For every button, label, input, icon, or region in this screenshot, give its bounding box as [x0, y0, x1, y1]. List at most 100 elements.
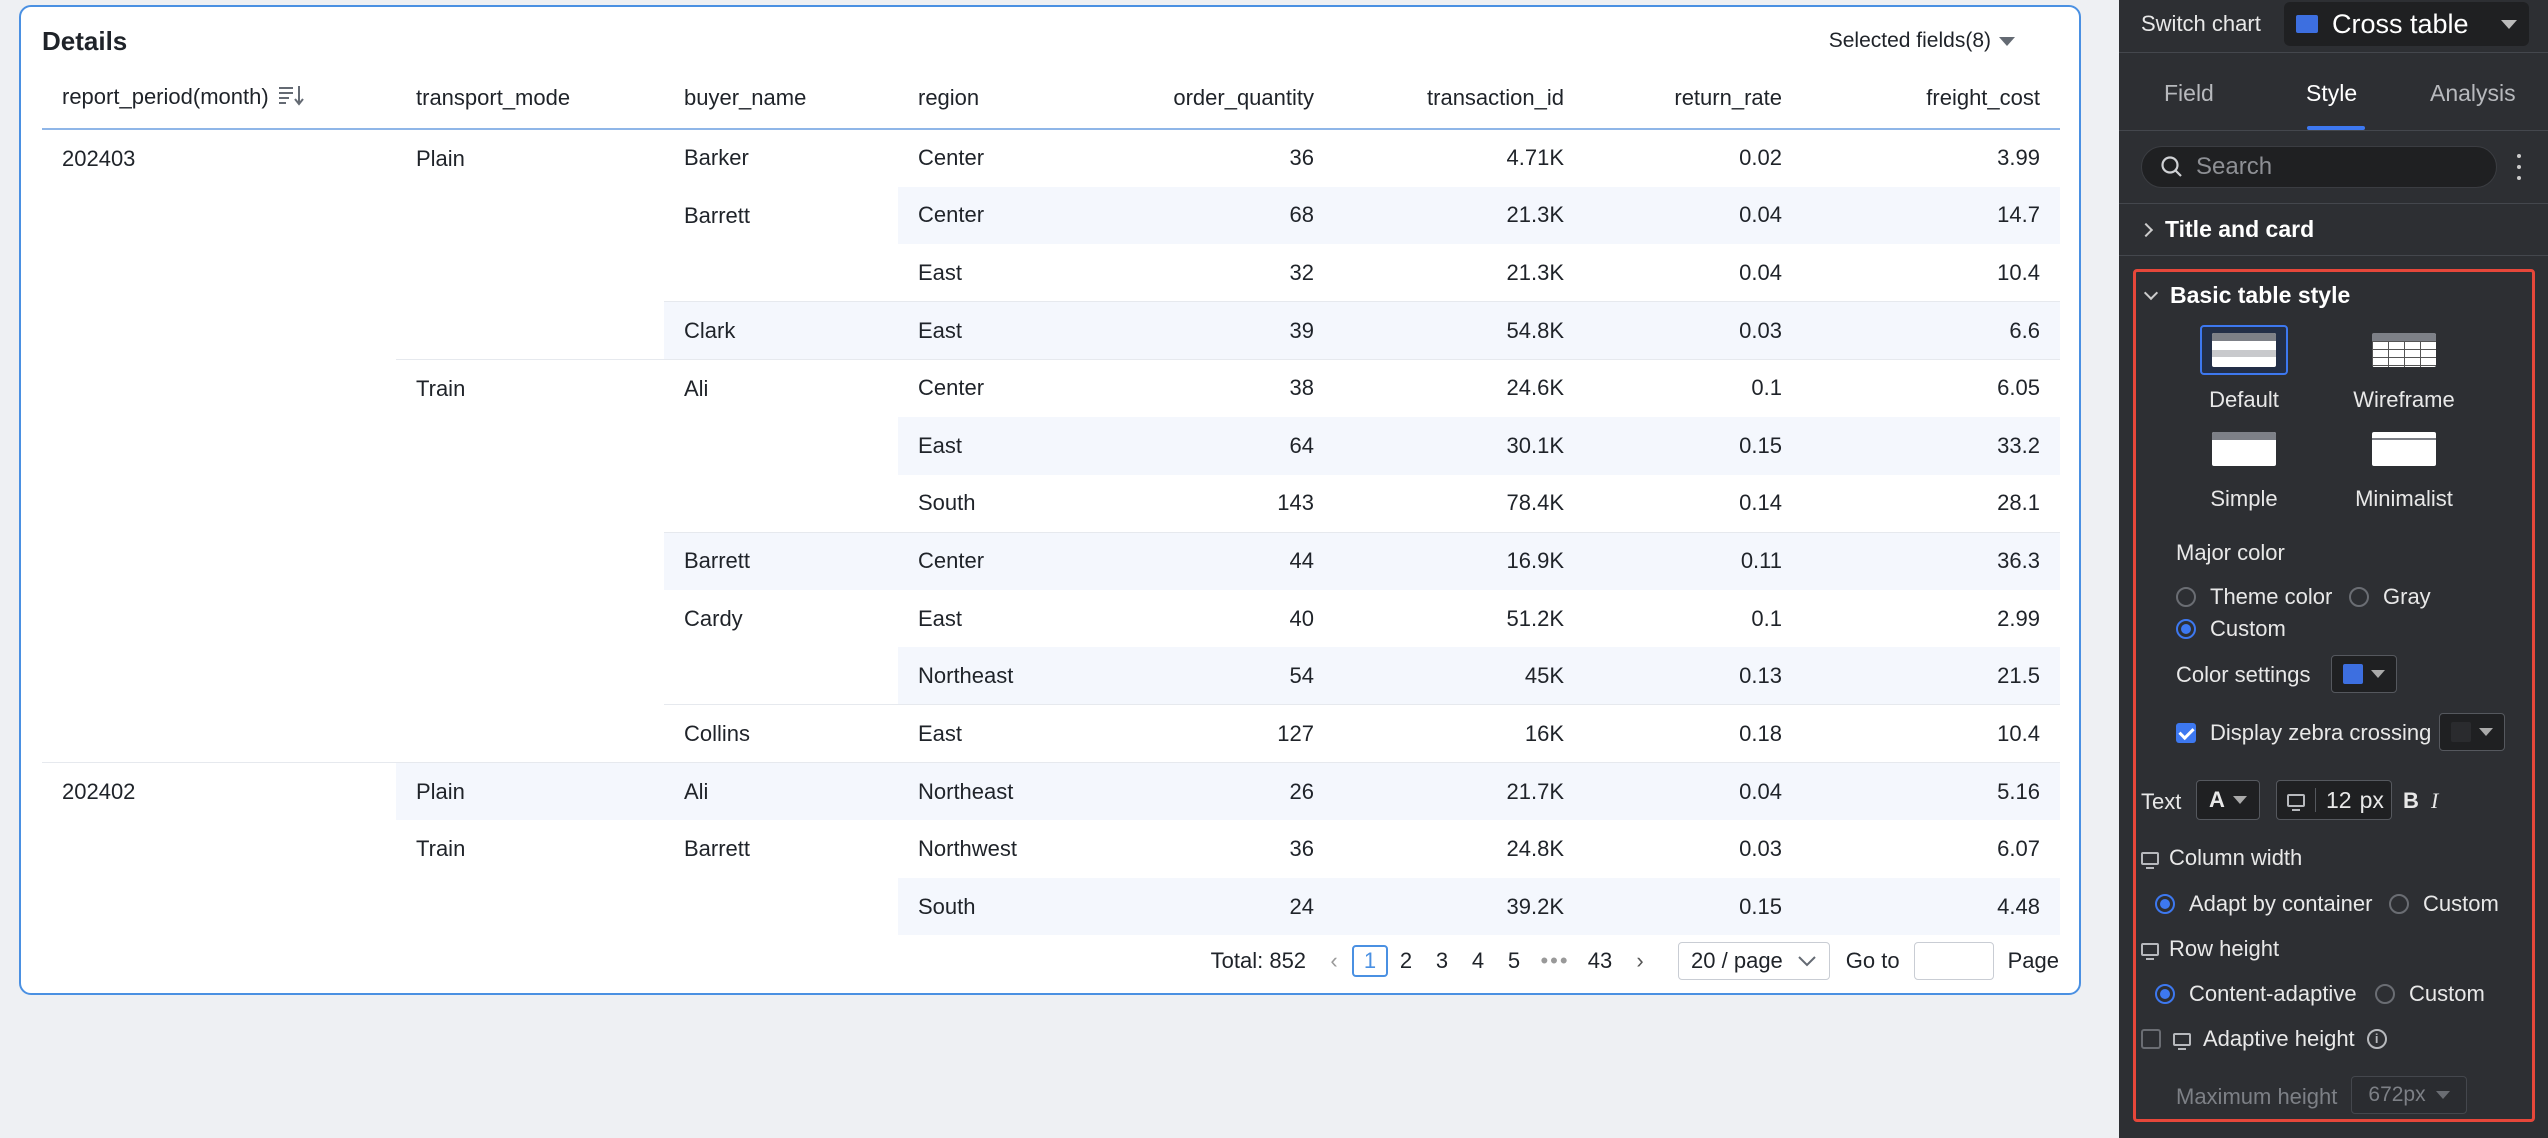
page-button[interactable]: 4	[1471, 948, 1485, 973]
value-cell: 6.07	[1997, 835, 2040, 861]
table-chart-icon	[2296, 15, 2318, 33]
radio-column-custom[interactable]: Custom	[2389, 891, 2499, 917]
table-row: East 64 30.1K 0.15 33.2	[42, 416, 2060, 475]
table-row: Clark East 39 54.8K 0.03 6.6	[42, 301, 2060, 360]
radio-custom-color[interactable]: Custom	[2176, 616, 2286, 642]
page-size-select[interactable]: 20 / page	[1678, 942, 1830, 980]
wireframe-style-thumbnail	[2360, 325, 2448, 375]
selected-fields-dropdown[interactable]: Selected fields(8)	[1829, 29, 2015, 53]
section-basic-table-style[interactable]: Basic table style	[2143, 282, 2350, 309]
value-cell: 3.99	[1997, 145, 2040, 171]
zebra-color-picker[interactable]	[2439, 713, 2505, 751]
bold-button[interactable]: B	[2403, 788, 2419, 813]
page-button[interactable]: 2	[1399, 948, 1413, 973]
divider	[2119, 52, 2548, 53]
font-size-input[interactable]: 12 px	[2276, 780, 2392, 820]
page-button[interactable]: 5	[1507, 948, 1521, 973]
chevron-down-icon	[2143, 285, 2159, 300]
active-tab-indicator	[2307, 126, 2365, 130]
caret-down-icon	[2479, 728, 2493, 736]
style-option-minimalist[interactable]: Minimalist	[2346, 424, 2462, 512]
column-header[interactable]: return_rate	[1584, 67, 1802, 130]
column-header[interactable]: report_period(month)	[42, 67, 396, 130]
prev-page-icon[interactable]: ‹	[1330, 948, 1338, 973]
zebra-checkbox[interactable]: Display zebra crossing	[2176, 720, 2431, 746]
column-header[interactable]: transaction_id	[1334, 67, 1584, 130]
section-title-and-card[interactable]: Title and card	[2138, 216, 2314, 243]
max-height-select[interactable]: 672px	[2351, 1076, 2467, 1114]
value-cell: 5.16	[1802, 762, 2060, 821]
column-header[interactable]: transport_mode	[396, 67, 664, 130]
style-option-default[interactable]: Default	[2196, 325, 2292, 413]
more-pages-icon[interactable]: •••	[1540, 948, 1570, 973]
adaptive-height-checkbox[interactable]: Adaptive height i	[2141, 1026, 2387, 1052]
region-cell: East	[898, 416, 1078, 475]
value-cell: 40	[1289, 605, 1314, 631]
region-cell: East	[898, 301, 1078, 360]
next-page-icon[interactable]: ›	[1636, 948, 1644, 973]
value-cell: 16K	[1334, 704, 1584, 763]
region-cell: Northeast	[898, 647, 1078, 705]
tab-field[interactable]: Field	[2164, 80, 2214, 106]
value-cell: 54.8K	[1334, 301, 1584, 360]
details-card: Details Selected fields(8) report_period…	[19, 5, 2081, 995]
page-button[interactable]: 3	[1435, 948, 1449, 973]
column-header[interactable]: order_quantity	[1078, 67, 1334, 130]
default-style-thumbnail	[2200, 325, 2288, 375]
value-cell: 24.8K	[1506, 835, 1565, 861]
radio-circle-selected	[2176, 619, 2196, 639]
radio-row-custom[interactable]: Custom	[2375, 981, 2485, 1007]
value-cell: 0.15	[1584, 416, 1802, 475]
page-button[interactable]: 43	[1587, 948, 1613, 973]
color-picker-button[interactable]	[2331, 655, 2397, 693]
page-button[interactable]: 1	[1352, 945, 1389, 977]
font-color-button[interactable]: A	[2196, 780, 2260, 820]
sort-icon[interactable]	[277, 83, 305, 113]
table-row: East 32 21.3K 0.04 10.4	[42, 244, 2060, 302]
buyer-cell: Barrett	[664, 531, 898, 590]
region-cell: South	[898, 877, 1078, 936]
radio-adapt-by-container[interactable]: Adapt by container	[2155, 891, 2372, 917]
value-cell: 30.1K	[1334, 416, 1584, 475]
chart-type-select[interactable]: Cross table	[2284, 2, 2529, 46]
info-icon[interactable]: i	[2366, 1029, 2387, 1049]
chart-type-value: Cross table	[2332, 8, 2469, 39]
radio-theme-color[interactable]: Theme color	[2176, 584, 2332, 610]
value-cell: 0.13	[1584, 647, 1802, 705]
value-cell: 39	[1078, 301, 1334, 360]
value-cell: 0.03	[1739, 835, 1782, 861]
value-cell: 38	[1078, 358, 1334, 417]
region-cell: Center	[898, 531, 1078, 590]
radio-gray[interactable]: Gray	[2349, 584, 2431, 610]
search-input[interactable]	[2196, 153, 2476, 181]
search-box[interactable]	[2141, 146, 2497, 188]
buyer-cell: Ali	[664, 762, 898, 821]
italic-button[interactable]: I	[2431, 788, 2439, 813]
style-option-wireframe[interactable]: Wireframe	[2346, 325, 2462, 413]
goto-page-input[interactable]	[1913, 942, 1994, 980]
tab-analysis[interactable]: Analysis	[2430, 80, 2516, 106]
font-size-unit: px	[2359, 786, 2384, 813]
region-cell: Northwest	[918, 835, 1018, 861]
region-cell: East	[918, 259, 963, 285]
value-cell: 68	[1078, 186, 1334, 245]
value-cell: 0.1	[1584, 358, 1802, 417]
column-width-heading: Column width	[2141, 845, 2302, 871]
value-cell: 36	[1289, 145, 1314, 171]
tab-style[interactable]: Style	[2306, 80, 2358, 106]
mode-cell: Train	[416, 836, 466, 862]
column-header[interactable]: freight_cost	[1802, 67, 2060, 130]
table-header-row: report_period(month) transport_mode buye…	[42, 67, 2060, 130]
value-cell: 28.1	[1997, 490, 2040, 516]
value-cell: 0.11	[1584, 531, 1802, 590]
more-options-icon[interactable]	[2511, 150, 2527, 184]
value-cell: 51.2K	[1506, 605, 1565, 631]
region-cell: Northeast	[898, 762, 1078, 821]
chevron-down-icon	[1798, 956, 1816, 967]
radio-content-adaptive[interactable]: Content-adaptive	[2155, 981, 2357, 1007]
column-header[interactable]: buyer_name	[664, 67, 898, 130]
column-header[interactable]: region	[898, 67, 1078, 130]
style-option-simple[interactable]: Simple	[2196, 424, 2292, 512]
color-swatch	[2343, 664, 2363, 684]
radio-circle-selected	[2155, 984, 2175, 1004]
